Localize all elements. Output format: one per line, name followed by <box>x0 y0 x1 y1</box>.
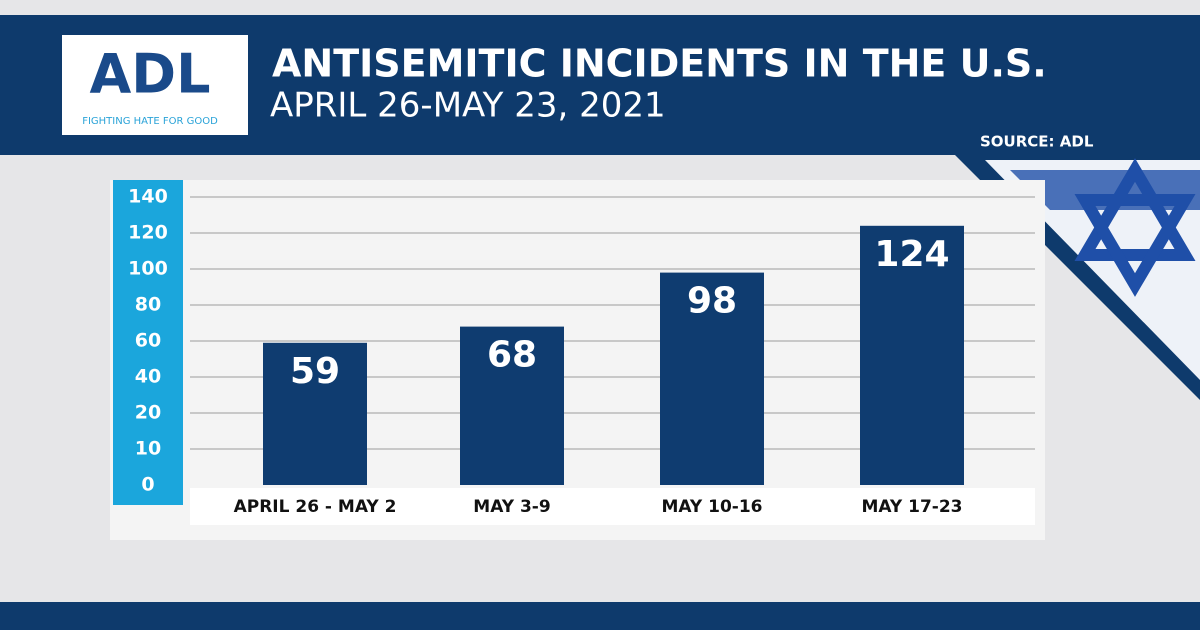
y-tick-label: 120 <box>128 222 168 244</box>
bar <box>460 326 564 485</box>
value-label: 59 <box>290 351 340 392</box>
bar <box>860 225 964 486</box>
y-axis-band <box>113 180 183 505</box>
chart-subtitle: APRIL 26-MAY 23, 2021 <box>270 86 666 126</box>
y-tick-label: 100 <box>128 258 168 280</box>
value-label: 98 <box>687 281 737 322</box>
y-tick-label: 40 <box>135 366 161 388</box>
logo-text: ADL <box>89 43 210 106</box>
x-tick-label: MAY 10-16 <box>661 497 762 517</box>
x-tick-label: MAY 17-23 <box>861 497 962 517</box>
value-label: 68 <box>487 335 537 376</box>
y-tick-label: 60 <box>135 330 161 352</box>
logo-box <box>62 35 248 135</box>
x-tick-label: APRIL 26 - MAY 2 <box>234 497 397 517</box>
y-tick-label: 0 <box>141 474 154 496</box>
y-tick-label: 20 <box>135 402 161 424</box>
x-axis-band <box>190 488 1035 525</box>
flag-star <box>1074 194 1196 297</box>
value-label: 124 <box>874 234 949 275</box>
y-tick-label: 10 <box>135 438 161 460</box>
chart-title: ANTISEMITIC INCIDENTS IN THE U.S. <box>272 42 1047 86</box>
flag-star <box>1074 158 1196 261</box>
y-tick-label: 80 <box>135 294 161 316</box>
x-tick-label: MAY 3-9 <box>473 497 550 517</box>
bar <box>660 272 764 485</box>
source: SOURCE: ADL <box>980 133 1094 151</box>
y-tick-label: 140 <box>128 186 168 208</box>
logo-tagline: FIGHTING HATE FOR GOOD <box>82 116 218 127</box>
bar <box>263 342 367 485</box>
footer-band <box>0 602 1200 630</box>
